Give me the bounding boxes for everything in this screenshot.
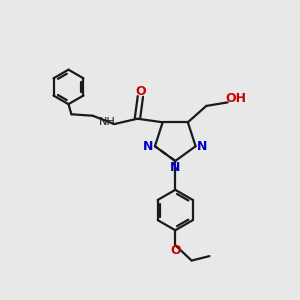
Text: O: O — [135, 85, 146, 98]
Text: OH: OH — [226, 92, 247, 105]
Text: N: N — [143, 140, 154, 153]
Text: N: N — [170, 161, 181, 174]
Text: NH: NH — [98, 117, 115, 127]
Text: O: O — [170, 244, 181, 257]
Text: N: N — [197, 140, 207, 153]
